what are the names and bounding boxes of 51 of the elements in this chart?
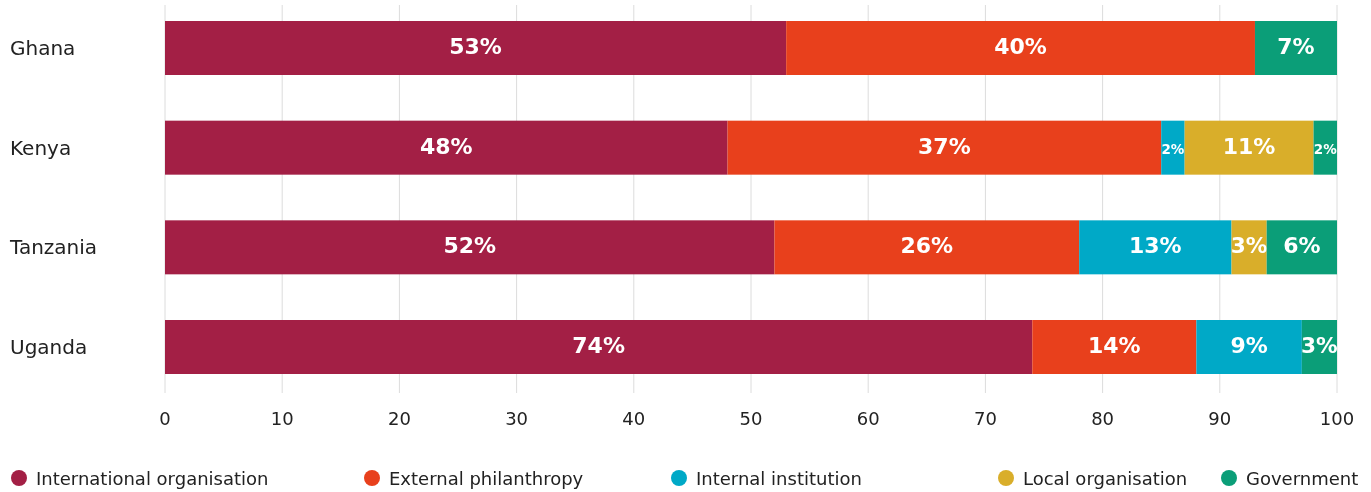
- bar: [165, 220, 775, 275]
- bar: [727, 120, 1162, 175]
- x-tick-label: 70: [973, 408, 997, 429]
- x-tick-label: 100: [1319, 408, 1355, 429]
- data-label: 52%: [443, 233, 497, 259]
- data-label: 74%: [572, 333, 625, 358]
- data-label: 37%: [918, 133, 971, 159]
- data-label: 26%: [900, 233, 954, 259]
- x-tick-label: 80: [1091, 408, 1115, 429]
- bar: [1079, 220, 1232, 275]
- data-label: 2%: [1313, 140, 1338, 157]
- data-label: 9%: [1230, 333, 1268, 358]
- data-label: 13%: [1129, 233, 1182, 259]
- bar: [1254, 21, 1337, 75]
- bar: [165, 21, 787, 75]
- data-label: 11%: [1222, 133, 1276, 159]
- y-tick-label: Tanzania: [9, 235, 98, 260]
- legend-label: Government: [1246, 468, 1359, 489]
- y-tick-label: Uganda: [10, 335, 88, 359]
- data-label: 53%: [449, 34, 502, 59]
- bar: [774, 220, 1080, 275]
- data-label: 3%: [1301, 333, 1338, 358]
- data-label: 40%: [994, 34, 1047, 59]
- legend-label: International organisation: [36, 468, 269, 489]
- data-label: 48%: [419, 133, 473, 159]
- x-tick-label: 10: [270, 408, 294, 429]
- y-tick-label: Ghana: [10, 36, 76, 60]
- data-label: 7%: [1277, 34, 1315, 59]
- data-label: 14%: [1087, 333, 1141, 358]
- data-label: 3%: [1230, 233, 1268, 259]
- y-tick-label: Kenya: [10, 135, 72, 160]
- x-tick-label: 0: [159, 408, 171, 429]
- bar: [1184, 120, 1314, 175]
- x-tick-label: 50: [739, 408, 763, 429]
- x-tick-label: 40: [622, 408, 646, 429]
- legend-label: Local organisation: [1023, 468, 1188, 489]
- x-tick-label: 20: [387, 408, 411, 429]
- bar: [1196, 320, 1302, 374]
- legend-label: External philanthropy: [389, 468, 584, 489]
- bar: [1161, 120, 1185, 175]
- x-tick-label: 90: [1208, 408, 1232, 429]
- legend-label: Internal institution: [696, 468, 862, 489]
- bar: [1266, 220, 1337, 275]
- bar: [165, 120, 728, 175]
- x-tick-label: 60: [856, 408, 880, 429]
- bar: [165, 320, 1033, 374]
- x-tick-label: 30: [505, 408, 529, 429]
- data-label: 6%: [1283, 233, 1321, 259]
- bar: [786, 21, 1255, 75]
- bar: [1032, 320, 1197, 374]
- data-label: 2%: [1161, 140, 1185, 157]
